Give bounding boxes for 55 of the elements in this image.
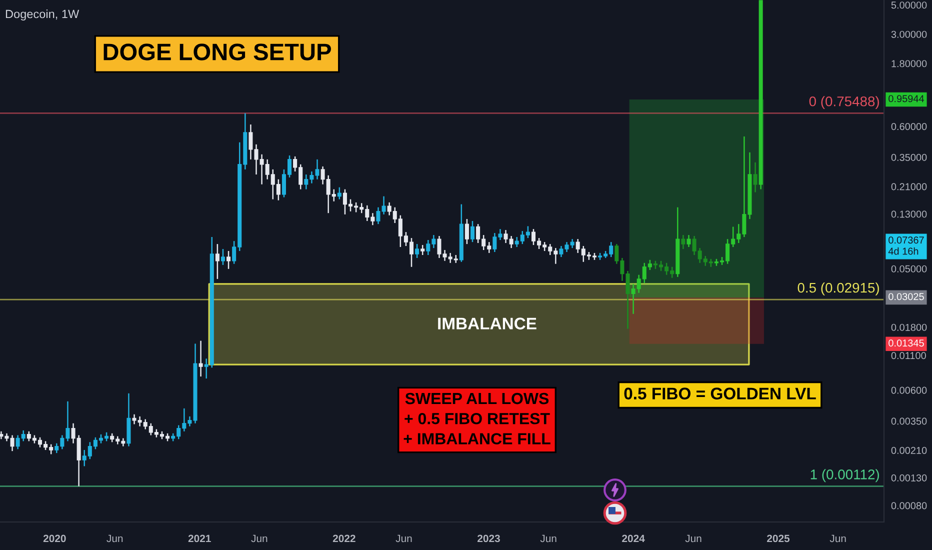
x-tick-label: Jun: [106, 534, 123, 542]
ref-line-label: 0 (0.75488): [809, 96, 879, 110]
annotation: SWEEP ALL LOWS + 0.5 FIBO RETEST + IMBALANCE FILL: [404, 392, 550, 444]
x-tick-label: 2022: [332, 534, 356, 542]
y-tick-label: 0.35000: [891, 154, 927, 161]
candlestick: [337, 186, 342, 200]
y-tick-label: 0.00600: [891, 386, 927, 394]
candlestick: [686, 234, 691, 248]
ref-line-label: 1 (0.00112): [810, 469, 879, 482]
candlestick: [681, 234, 686, 250]
annotation: 0.5 FIBO = GOLDEN LVL: [624, 388, 816, 400]
annotation: 0.95944: [888, 95, 924, 102]
y-tick-label: 0.01800: [891, 324, 927, 331]
x-tick-label: Jun: [396, 534, 412, 542]
candlestick: [376, 206, 380, 225]
x-tick-label: Jun: [540, 534, 556, 542]
candlestick: [226, 250, 231, 270]
candlestick: [382, 196, 386, 216]
x-tick-label: 2025: [767, 534, 790, 542]
y-tick-label: 3.00000: [891, 30, 927, 38]
x-tick-label: 2021: [188, 534, 211, 542]
annotation: 0.01345: [888, 339, 924, 347]
text: DOGE LONG SETUP: [104, 44, 331, 60]
candlestick: [464, 218, 469, 245]
annotation: 0.07367 4d 16h: [888, 236, 924, 255]
x-tick-label: 2023: [478, 534, 500, 542]
candlestick: [220, 248, 225, 266]
y-tick-label: 0.00080: [891, 502, 927, 510]
candlestick: [753, 162, 758, 193]
y-tick-label: 5.00000: [891, 2, 927, 9]
y-tick-label: 0.05000: [891, 265, 927, 272]
x-tick-label: Jun: [830, 534, 846, 542]
candlestick: [10, 434, 14, 452]
candlestick: [415, 243, 420, 259]
candlestick: [470, 220, 475, 243]
x-tick-label: Jun: [685, 534, 702, 542]
y-tick-label: 0.00210: [891, 446, 927, 454]
y-tick-label: 0.60000: [891, 123, 927, 130]
x-tick-label: 2024: [622, 534, 645, 542]
x-tick-label: 2020: [43, 534, 66, 542]
y-tick-label: 0.21000: [891, 183, 927, 190]
candlestick: [198, 340, 203, 378]
ref-line-label: 0.5 (0.02915): [798, 282, 879, 296]
text: Dogecoin, 1W: [6, 10, 80, 20]
y-tick-label: 0.00130: [891, 474, 927, 482]
y-tick-label: 0.01100: [891, 352, 926, 360]
annotation: IMBALANCE: [438, 318, 536, 330]
candlestick: [420, 244, 425, 256]
y-tick-label: 0.00350: [891, 418, 927, 425]
x-tick-label: Jun: [251, 534, 268, 542]
y-tick-label: 1.80000: [892, 60, 927, 68]
candlestick: [215, 243, 220, 280]
annotation: 0.03025: [888, 293, 924, 300]
y-tick-label: 0.13000: [891, 210, 927, 218]
candlestick: [437, 235, 442, 259]
